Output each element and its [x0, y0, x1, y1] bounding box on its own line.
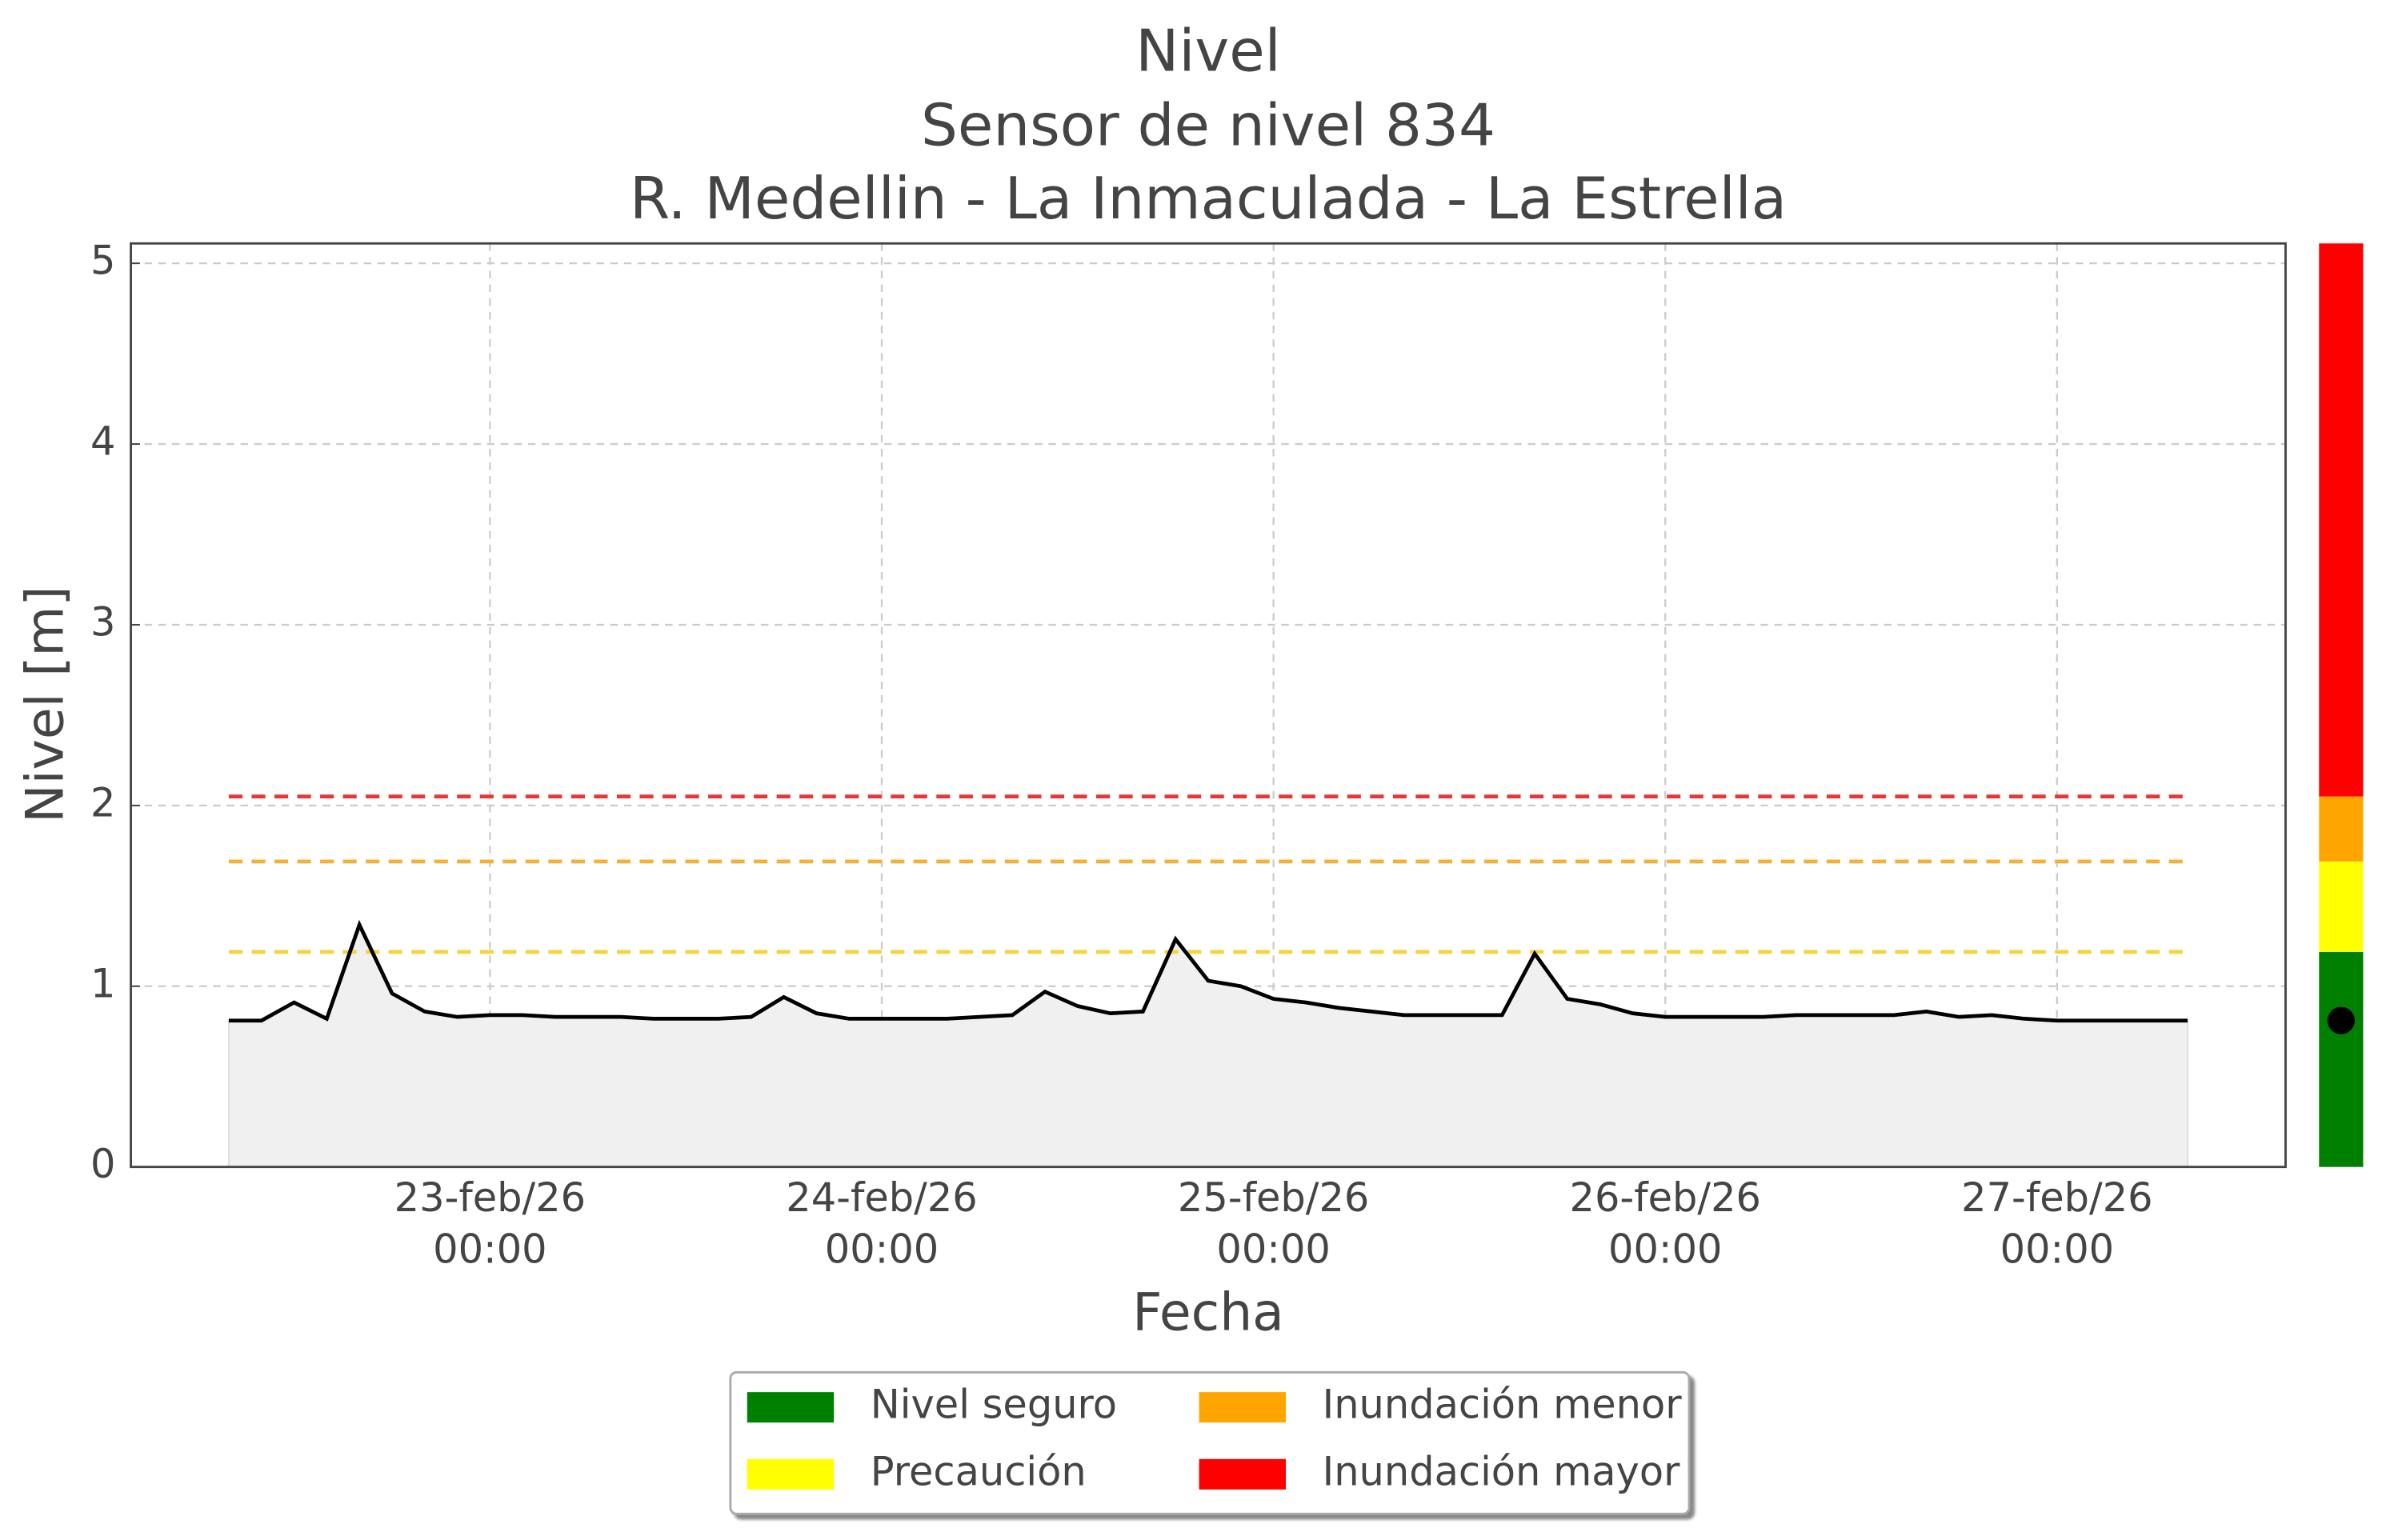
chart-subtitle: Sensor de nivel 834 — [921, 93, 1495, 160]
legend-label: Nivel seguro — [871, 1382, 1117, 1428]
level-bar — [2319, 243, 2364, 797]
x-tick-label: 27-feb/26 — [1961, 1174, 2153, 1221]
x-axis-label: Fecha — [1132, 1283, 1284, 1343]
level-bar — [2319, 796, 2364, 862]
legend-label: Precaución — [871, 1448, 1087, 1494]
chart-subtitle: R. Medellin - La Inmaculada - La Estrell… — [630, 166, 1787, 233]
x-tick-label: 00:00 — [2000, 1226, 2114, 1273]
legend-box — [729, 1370, 1691, 1515]
x-tick-label: 25-feb/26 — [1178, 1174, 1370, 1221]
x-tick-label: 00:00 — [1216, 1226, 1330, 1273]
legend-swatch — [1199, 1458, 1287, 1490]
legend-swatch — [747, 1392, 835, 1423]
y-tick-label: 1 — [90, 960, 115, 1006]
x-tick-label: 24-feb/26 — [786, 1174, 978, 1221]
current-level-marker — [2327, 1006, 2356, 1034]
x-tick-label: 26-feb/26 — [1569, 1174, 1761, 1221]
x-tick-label: 00:00 — [433, 1226, 546, 1273]
x-tick-label: 00:00 — [1608, 1226, 1722, 1273]
y-axis-label: Nivel [m] — [15, 586, 75, 822]
level-bar — [2319, 951, 2364, 1167]
y-tick-label: 2 — [90, 779, 115, 826]
x-tick-label: 23-feb/26 — [394, 1174, 586, 1221]
level-bar — [2319, 861, 2364, 952]
legend-swatch — [747, 1458, 835, 1490]
y-tick-label: 0 — [90, 1141, 115, 1187]
y-tick-label: 5 — [90, 238, 115, 284]
legend-label: Inundación mayor — [1323, 1448, 1680, 1494]
legend-swatch — [1199, 1392, 1287, 1423]
area-fill — [228, 922, 2189, 1168]
x-tick-label: 00:00 — [825, 1226, 939, 1273]
line — [228, 919, 2188, 1023]
plot-frame — [130, 242, 2287, 1169]
y-tick-label: 4 — [90, 418, 115, 465]
y-tick-label: 3 — [90, 598, 115, 645]
chart-title: Nivel — [1135, 18, 1280, 85]
legend-label: Inundación menor — [1323, 1382, 1683, 1428]
